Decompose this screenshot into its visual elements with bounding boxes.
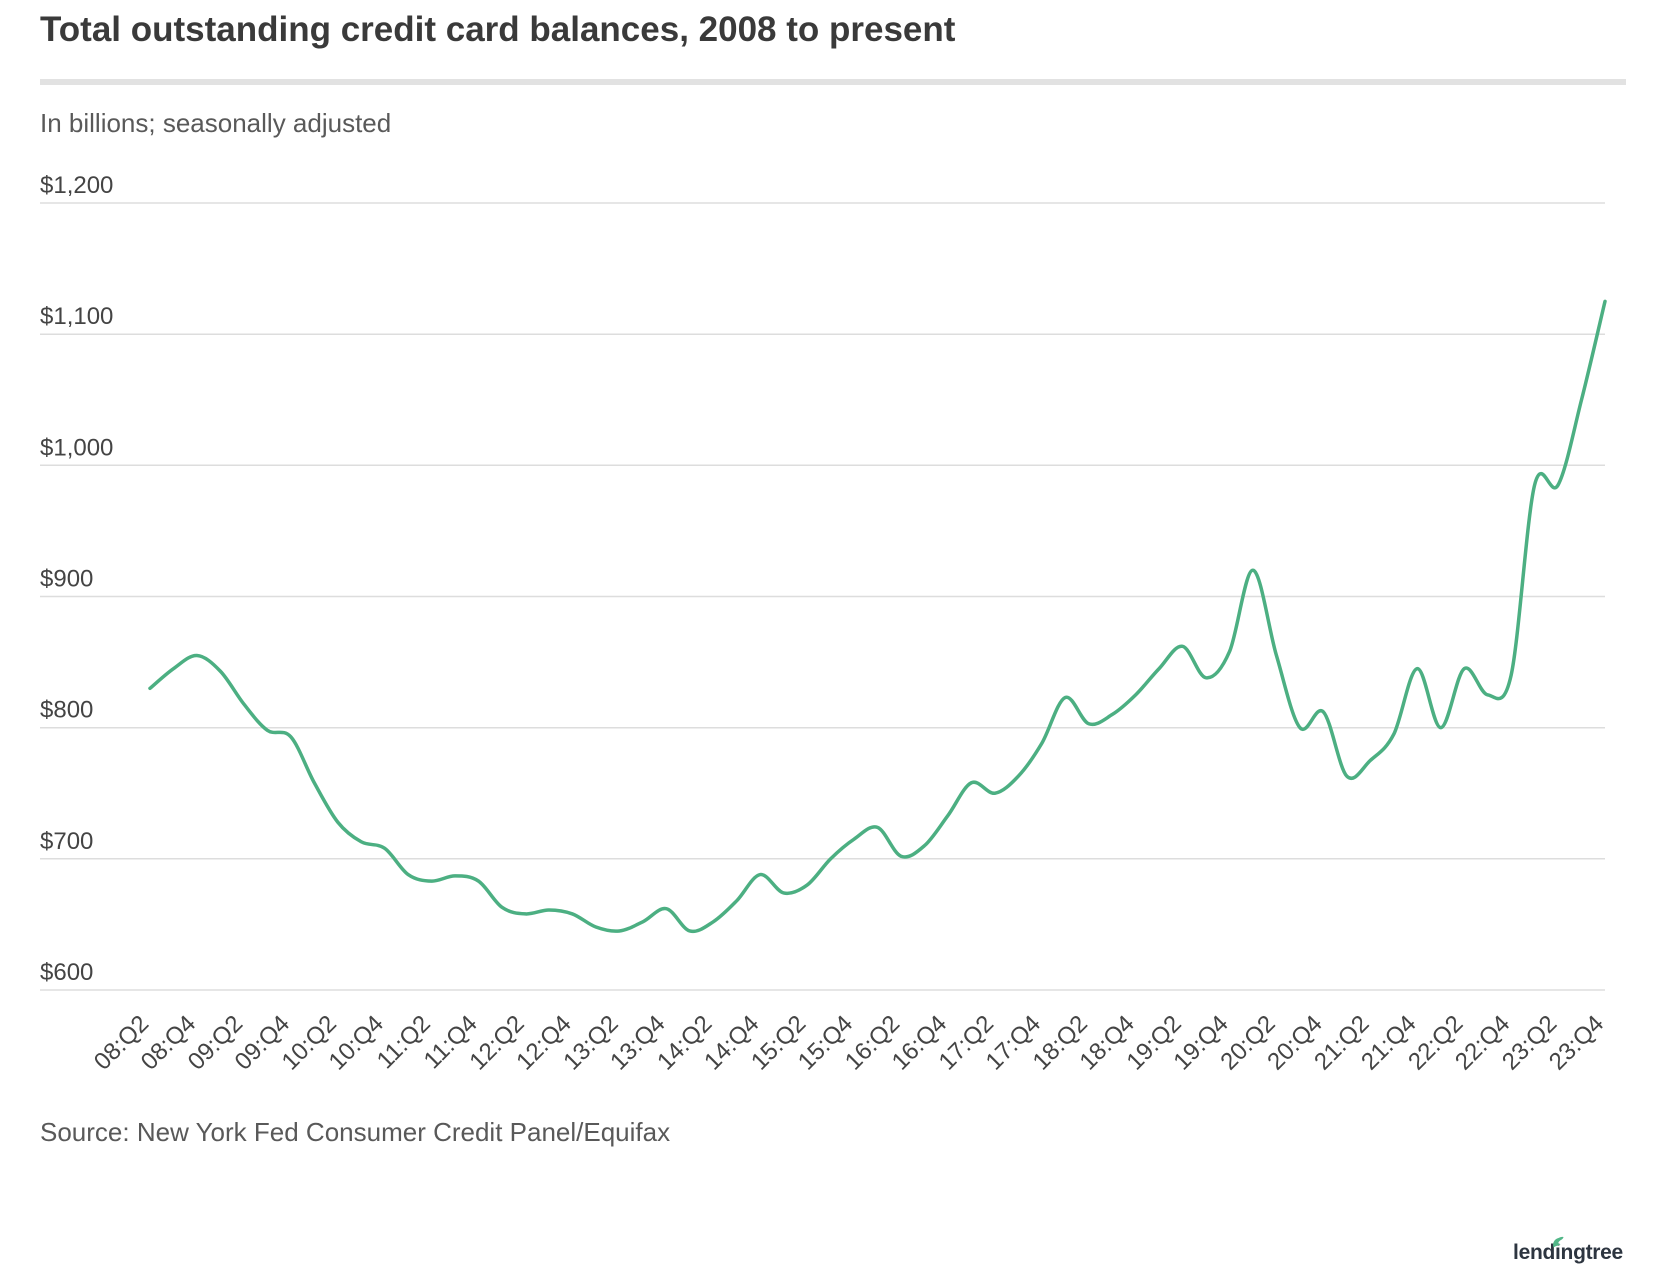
svg-text:lendingtree: lendingtree — [1513, 1241, 1623, 1264]
svg-text:$1,000: $1,000 — [40, 434, 113, 461]
svg-text:$700: $700 — [40, 828, 93, 855]
svg-text:$1,100: $1,100 — [40, 303, 113, 330]
svg-text:$600: $600 — [40, 959, 93, 986]
svg-text:23:Q4: 23:Q4 — [1544, 1010, 1609, 1075]
svg-text:$800: $800 — [40, 697, 93, 724]
svg-text:10:Q4: 10:Q4 — [324, 1010, 389, 1075]
svg-text:$900: $900 — [40, 566, 93, 593]
svg-text:$1,200: $1,200 — [40, 172, 113, 199]
svg-text:11:Q2: 11:Q2 — [372, 1010, 436, 1074]
